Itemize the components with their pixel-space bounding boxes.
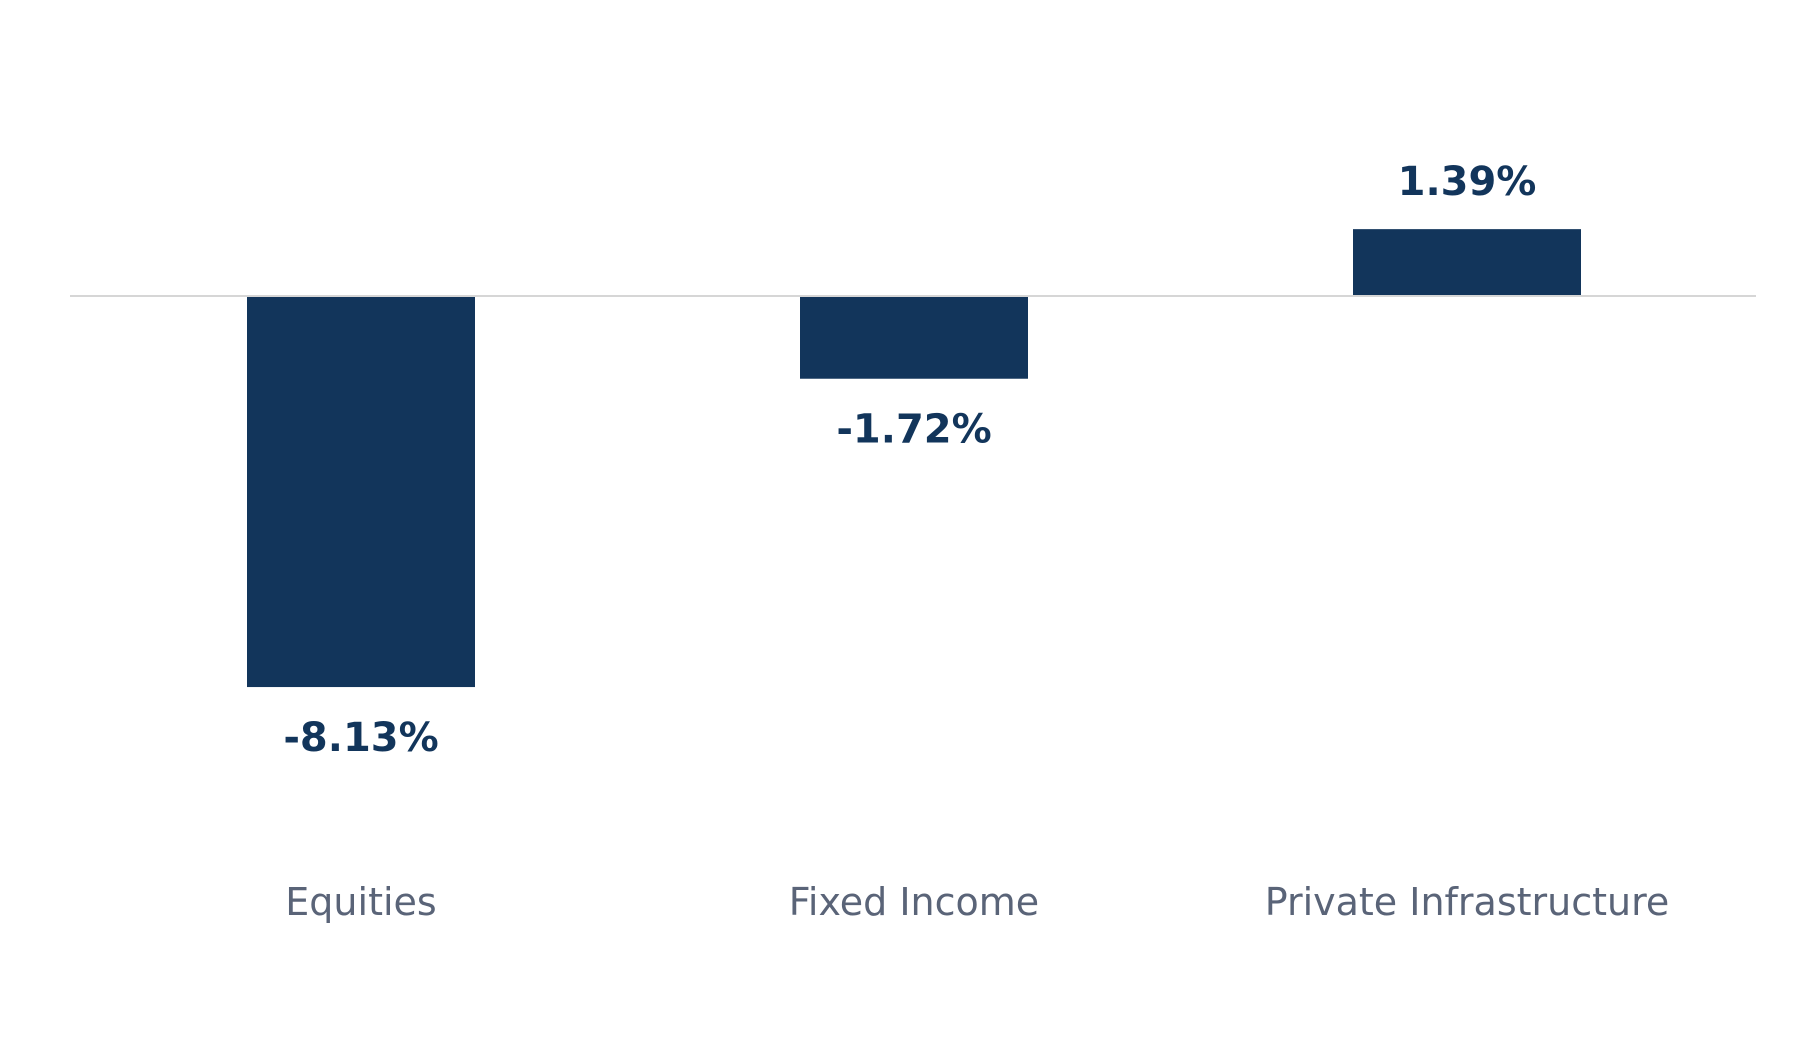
bars-group [247,229,1581,688]
category-label-equities: Equities [285,880,436,924]
category-label-private-infrastructure: Private Infrastructure [1265,880,1670,924]
value-label-private-infrastructure: 1.39% [1398,159,1537,205]
value-label-equities: -8.13% [283,715,438,761]
category-labels-group: Equities Fixed Income Private Infrastructu… [285,880,1669,924]
value-labels-group: -8.13% -1.72% 1.39% [283,159,1536,761]
category-label-fixed-income: Fixed Income [789,880,1039,924]
bar-fixed-income [800,296,1028,379]
value-label-fixed-income: -1.72% [836,407,991,453]
bar-private-infrastructure [1353,229,1581,296]
bar-equities [247,296,475,688]
